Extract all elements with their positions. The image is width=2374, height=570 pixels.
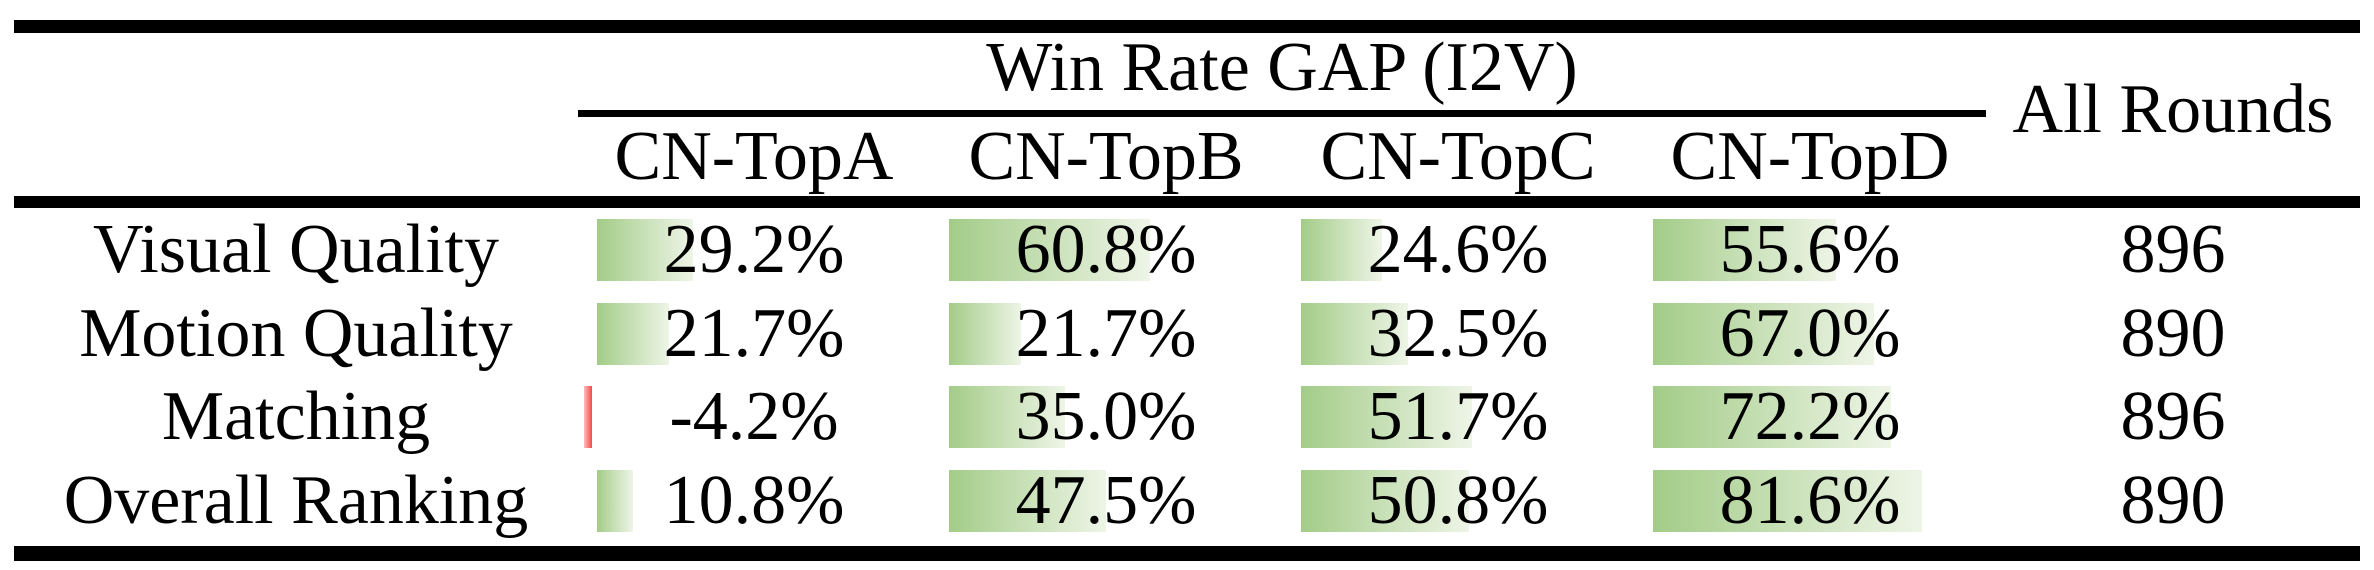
win-rate-cell: 35.0%: [930, 375, 1282, 459]
win-rate-value: 50.8%: [1367, 462, 1549, 539]
column-header-cn-topc: CN-TopC: [1320, 118, 1596, 195]
column-header-cn-topb: CN-TopB: [968, 118, 1244, 195]
positive-data-bar: [1653, 219, 1837, 281]
win-rate-cell: 55.6%: [1634, 208, 1986, 292]
table-row: Motion Quality 21.7% 21.7% 32.5% 67.0% 890: [0, 292, 2374, 376]
win-rate-value: 67.0%: [1719, 295, 1901, 372]
row-label: Motion Quality: [79, 295, 513, 372]
win-rate-cell: 81.6%: [1634, 459, 1986, 543]
positive-data-bar: [949, 470, 1106, 532]
win-rate-value: 32.5%: [1367, 295, 1549, 372]
win-rate-cell: 51.7%: [1282, 375, 1634, 459]
win-rate-value: 60.8%: [1015, 211, 1197, 288]
positive-data-bar: [1301, 470, 1469, 532]
win-rate-value: 72.2%: [1719, 378, 1901, 455]
positive-data-bar: [1653, 303, 1875, 365]
win-rate-cell: 10.8%: [578, 459, 930, 543]
row-label: Overall Ranking: [63, 462, 529, 539]
table-row: Matching -4.2% 35.0% 51.7% 72.2% 896: [0, 375, 2374, 459]
positive-data-bar: [1653, 470, 1923, 532]
table-bottom-rule: [14, 546, 2360, 561]
all-rounds-value: 896: [2120, 211, 2226, 288]
group-header-underline: [578, 110, 1986, 117]
win-rate-value: 55.6%: [1719, 211, 1901, 288]
win-rate-value: 10.8%: [663, 462, 845, 539]
table-row: Visual Quality 29.2% 60.8% 24.6% 55.6% 896: [0, 208, 2374, 292]
win-rate-cell: 21.7%: [930, 292, 1282, 376]
win-rate-value: -4.2%: [669, 378, 839, 455]
all-rounds-value: 890: [2120, 295, 2226, 372]
group-header-win-rate-gap: Win Rate GAP (I2V): [986, 29, 1578, 106]
win-rate-value: 24.6%: [1367, 211, 1549, 288]
win-rate-value: 21.7%: [663, 295, 845, 372]
column-header-all-rounds: All Rounds: [2012, 71, 2334, 148]
win-rate-cell: 47.5%: [930, 459, 1282, 543]
header-body-rule: [14, 196, 2360, 208]
win-rate-value: 51.7%: [1367, 378, 1549, 455]
win-rate-cell: 60.8%: [930, 208, 1282, 292]
table-top-rule: [14, 20, 2360, 33]
positive-data-bar: [949, 303, 1021, 365]
win-rate-cell: 72.2%: [1634, 375, 1986, 459]
win-rate-cell: 32.5%: [1282, 292, 1634, 376]
row-label: Matching: [161, 378, 431, 455]
positive-data-bar: [597, 303, 669, 365]
positive-data-bar: [1301, 386, 1472, 448]
positive-data-bar: [1653, 386, 1892, 448]
positive-data-bar: [597, 219, 694, 281]
win-rate-cell: 29.2%: [578, 208, 930, 292]
positive-data-bar: [949, 219, 1150, 281]
win-rate-value: 81.6%: [1719, 462, 1901, 539]
positive-data-bar: [949, 386, 1065, 448]
win-rate-cell: -4.2%: [578, 375, 930, 459]
all-rounds-value: 890: [2120, 462, 2226, 539]
win-rate-cell: 24.6%: [1282, 208, 1634, 292]
positive-data-bar: [1301, 303, 1409, 365]
win-rate-cell: 50.8%: [1282, 459, 1634, 543]
all-rounds-value: 896: [2120, 378, 2226, 455]
win-rate-cell: 21.7%: [578, 292, 930, 376]
positive-data-bar: [1301, 219, 1383, 281]
win-rate-value: 35.0%: [1015, 378, 1197, 455]
column-header-cn-topa: CN-TopA: [614, 118, 894, 195]
table-row: Overall Ranking 10.8% 47.5% 50.8% 81.6% 890: [0, 459, 2374, 543]
win-rate-cell: 67.0%: [1634, 292, 1986, 376]
win-rate-value: 29.2%: [663, 211, 845, 288]
win-rate-value: 21.7%: [1015, 295, 1197, 372]
positive-data-bar: [597, 470, 633, 532]
win-rate-value: 47.5%: [1015, 462, 1197, 539]
column-header-cn-topd: CN-TopD: [1670, 118, 1950, 195]
row-label: Visual Quality: [92, 211, 500, 288]
negative-data-bar: [584, 386, 593, 448]
